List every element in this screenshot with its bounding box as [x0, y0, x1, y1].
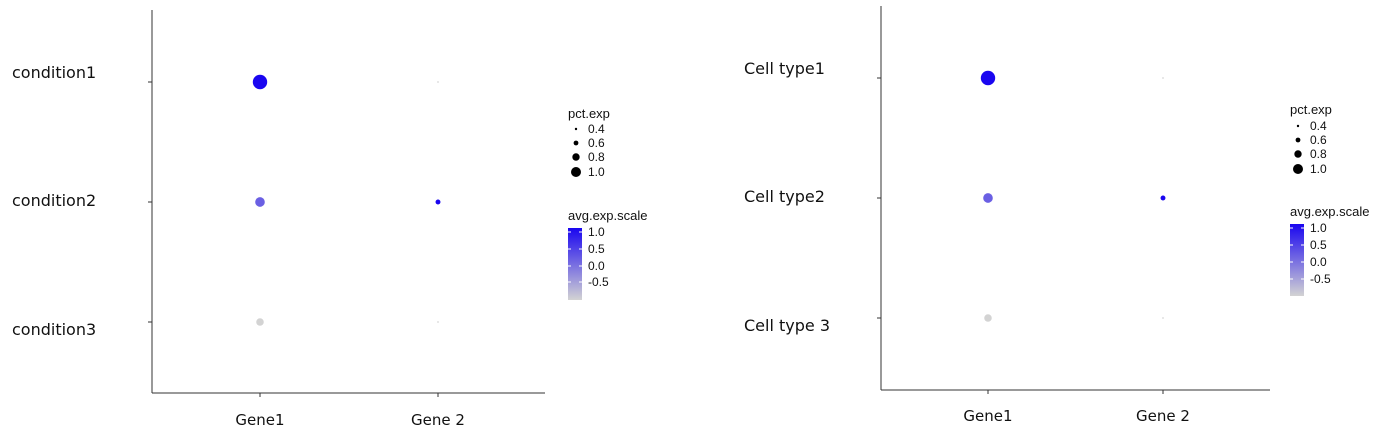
- size-legend-label: 0.4: [1310, 119, 1327, 133]
- x-tick-label: Gene 2: [1136, 407, 1190, 425]
- color-legend-label: -0.5: [1310, 272, 1331, 286]
- color-legend: avg.exp.scale 1.0 0.5 0.0 -0.5: [568, 208, 648, 300]
- size-legend-key: [1294, 150, 1302, 158]
- color-legend-label: 0.0: [1310, 255, 1327, 269]
- size-legend-key: [573, 140, 579, 146]
- y-tick-label: Cell type1: [744, 59, 825, 78]
- size-legend-key: [571, 167, 581, 177]
- color-legend-label: 0.0: [588, 259, 605, 273]
- color-legend-title: avg.exp.scale: [1290, 204, 1370, 219]
- size-legend-label: 0.6: [588, 136, 605, 150]
- size-legend-key: [574, 127, 578, 131]
- y-tick-label: condition3: [12, 320, 96, 339]
- data-point: [984, 314, 992, 322]
- size-legend-label: 0.4: [588, 122, 605, 136]
- y-tick-label: condition2: [12, 191, 96, 210]
- data-point: [983, 193, 993, 203]
- color-legend-label: 0.5: [1310, 238, 1327, 252]
- size-legend-label: 0.8: [588, 150, 605, 164]
- size-legend-label: 0.8: [1310, 147, 1327, 161]
- color-legend-label: 1.0: [1310, 221, 1327, 235]
- x-tick-label: Gene 2: [411, 411, 465, 429]
- size-legend-key: [572, 153, 580, 161]
- size-legend-label: 0.6: [1310, 133, 1327, 147]
- x-tick-label: Gene1: [235, 411, 284, 429]
- color-legend-bar: [568, 228, 582, 300]
- size-legend-key: [1295, 137, 1301, 143]
- data-point: [1162, 77, 1164, 79]
- data-point: [256, 318, 264, 326]
- x-tick-label: Gene1: [963, 407, 1012, 425]
- size-legend-title: pct.exp: [1290, 102, 1332, 117]
- data-point: [252, 74, 268, 90]
- y-tick-label: condition1: [12, 63, 96, 82]
- size-legend-key: [1293, 164, 1303, 174]
- dot-plot-panel-1: condition1 condition2 condition3 Gene1 Gene …: [12, 10, 648, 429]
- data-point: [980, 70, 996, 86]
- size-legend-label: 1.0: [1310, 162, 1327, 176]
- size-legend-label: 1.0: [588, 165, 605, 179]
- color-legend: avg.exp.scale 1.0 0.5 0.0 -0.5: [1290, 204, 1370, 296]
- color-legend-label: 0.5: [588, 242, 605, 256]
- data-point: [1162, 317, 1164, 319]
- y-tick-label: Cell type2: [744, 187, 825, 206]
- size-legend-key: [1296, 124, 1300, 128]
- data-point: [437, 81, 439, 83]
- color-legend-label: 1.0: [588, 225, 605, 239]
- y-tick-label: Cell type 3: [744, 316, 830, 335]
- size-legend: pct.exp 0.40.60.81.0: [1290, 102, 1332, 176]
- data-point: [255, 197, 265, 207]
- color-legend-title: avg.exp.scale: [568, 208, 648, 223]
- data-point: [1160, 195, 1166, 201]
- size-legend-title: pct.exp: [568, 106, 610, 121]
- dot-plot-panel-2: Cell type1 Cell type2 Cell type 3 Gene1 Gene…: [744, 6, 1370, 425]
- data-point: [435, 199, 441, 205]
- color-legend-bar: [1290, 224, 1304, 296]
- color-legend-label: -0.5: [588, 275, 609, 289]
- data-point: [437, 321, 439, 323]
